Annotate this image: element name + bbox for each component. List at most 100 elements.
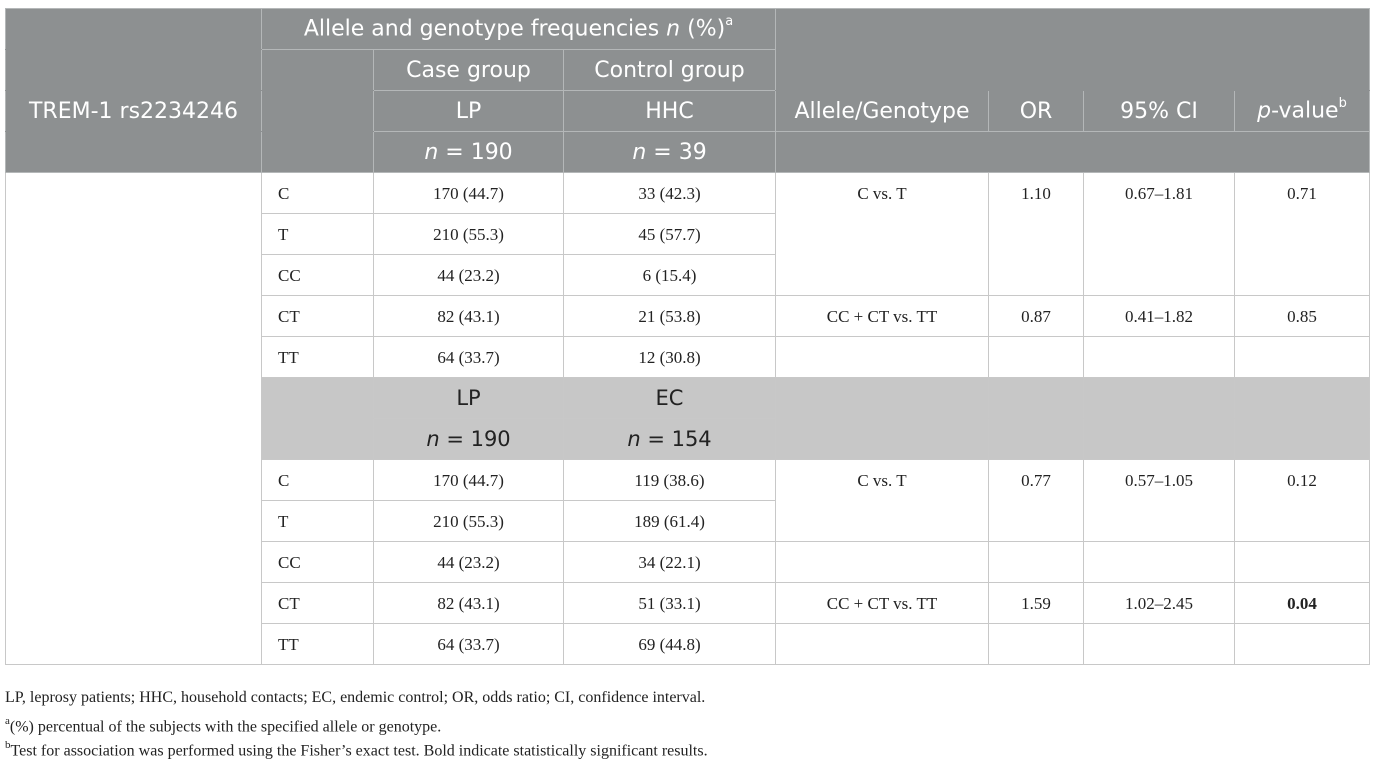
blank-cell xyxy=(1083,541,1235,583)
control-freq-cell: 33 (42.3) xyxy=(563,172,776,214)
control-freq-cell: 119 (38.6) xyxy=(563,459,776,501)
table-row: CT 82 (43.1) 21 (53.8) CC + CT vs. TT 0.… xyxy=(6,295,1370,337)
case-freq-cell: 210 (55.3) xyxy=(373,213,564,255)
comparison-cell: CC + CT vs. TT xyxy=(775,295,989,337)
subheader-blank xyxy=(775,377,989,419)
header-blank-3 xyxy=(5,49,262,91)
pvalue-cell: 0.71 xyxy=(1234,172,1370,296)
blank-cell xyxy=(988,336,1084,378)
blank-cell xyxy=(1234,336,1370,378)
blank-cell xyxy=(988,541,1084,583)
case-freq-cell: 82 (43.1) xyxy=(373,295,564,337)
subheader-row: n = 190 n = 154 xyxy=(6,418,1370,460)
case-freq-cell: 170 (44.7) xyxy=(373,172,564,214)
case-freq-cell: 44 (23.2) xyxy=(373,254,564,296)
ci-cell: 0.41–1.82 xyxy=(1083,295,1235,337)
case-group-header: Case group xyxy=(373,49,564,91)
results-table: Allele and genotype frequencies n (%)a C… xyxy=(5,8,1370,665)
control-freq-cell: 189 (61.4) xyxy=(563,500,776,542)
case-freq-cell: 210 (55.3) xyxy=(373,500,564,542)
case-n-header: n = 190 xyxy=(373,131,564,173)
table-row: C 170 (44.7) 119 (38.6) C vs. T 0.77 0.5… xyxy=(6,459,1370,542)
case-name-header: LP xyxy=(373,90,564,132)
or-cell: 0.77 xyxy=(988,459,1084,542)
blank-cell xyxy=(775,623,989,665)
genotype-cell: CT xyxy=(261,295,374,337)
or-cell: 0.87 xyxy=(988,295,1084,337)
header-blank-4 xyxy=(261,49,374,91)
control-freq-cell: 6 (15.4) xyxy=(563,254,776,296)
or-cell: 1.59 xyxy=(988,582,1084,624)
ci-cell: 1.02–2.45 xyxy=(1083,582,1235,624)
subheader-blank xyxy=(1083,377,1235,419)
genotype-cell: C xyxy=(261,172,374,214)
table-row: T 210 (55.3) 189 (61.4) xyxy=(6,500,1370,542)
genotype-cell: T xyxy=(261,213,374,255)
case-freq-cell: 64 (33.7) xyxy=(373,336,564,378)
freq-title: Allele and genotype frequencies n (%)a xyxy=(261,8,776,50)
pvalue-header: p-valueb xyxy=(1234,90,1370,132)
genotype-cell: C xyxy=(261,459,374,501)
genotype-cell: CT xyxy=(261,582,374,624)
genotype-cell: T xyxy=(261,500,374,542)
subheader-blank xyxy=(261,418,374,460)
pvalue-cell-significant: 0.04 xyxy=(1234,582,1370,624)
header-blank-5 xyxy=(261,90,374,132)
genotype-cell: CC xyxy=(261,541,374,583)
subheader-blank xyxy=(775,418,989,460)
control-freq-cell: 45 (57.7) xyxy=(563,213,776,255)
comparison-cell: C vs. T xyxy=(775,172,989,296)
sub-case-name: LP xyxy=(373,377,564,419)
blank-cell xyxy=(1234,623,1370,665)
header-blank-6 xyxy=(5,131,262,173)
table-row: TT 64 (33.7) 69 (44.8) xyxy=(6,623,1370,665)
ci-cell: 0.67–1.81 xyxy=(1083,172,1235,296)
sub-control-n: n = 154 xyxy=(563,418,776,460)
table-row: C 170 (44.7) 33 (42.3) C vs. T 1.10 0.67… xyxy=(5,172,1370,665)
control-group-header: Control group xyxy=(563,49,776,91)
footnotes: LP, leprosy patients; HHC, household con… xyxy=(5,688,1365,760)
subheader-blank xyxy=(988,377,1084,419)
genotype-cell: CC xyxy=(261,254,374,296)
pvalue-cell: 0.85 xyxy=(1234,295,1370,337)
header-blank-1 xyxy=(5,8,262,50)
subheader-blank xyxy=(261,377,374,419)
snp-label: TREM-1 rs2234246 xyxy=(5,90,262,132)
comparison-cell: C vs. T xyxy=(775,459,989,542)
case-freq-cell: 82 (43.1) xyxy=(373,582,564,624)
ci-cell: 0.57–1.05 xyxy=(1083,459,1235,542)
sub-case-n: n = 190 xyxy=(373,418,564,460)
control-freq-cell: 34 (22.1) xyxy=(563,541,776,583)
blank-cell xyxy=(775,336,989,378)
footnote-abbreviations: LP, leprosy patients; HHC, household con… xyxy=(5,689,706,706)
sub-control-name: EC xyxy=(563,377,776,419)
blank-cell xyxy=(1083,623,1235,665)
genotype-cell: TT xyxy=(261,336,374,378)
header-blank-8 xyxy=(775,131,1370,173)
case-freq-cell: 170 (44.7) xyxy=(373,459,564,501)
subheader-blank xyxy=(1234,377,1370,419)
footnote-b: bTest for association was performed usin… xyxy=(5,739,708,760)
ci-header: 95% CI xyxy=(1083,90,1235,132)
pvalue-cell: 0.12 xyxy=(1234,459,1370,542)
control-freq-cell: 12 (30.8) xyxy=(563,336,776,378)
table-row: T 210 (55.3) 45 (57.7) xyxy=(6,213,1370,255)
genotype-cell: TT xyxy=(261,623,374,665)
control-name-header: HHC xyxy=(563,90,776,132)
control-freq-cell: 69 (44.8) xyxy=(563,623,776,665)
subheader-blank xyxy=(1083,418,1235,460)
control-freq-cell: 21 (53.8) xyxy=(563,295,776,337)
or-cell: 1.10 xyxy=(988,172,1084,296)
header-blank-2 xyxy=(775,8,1370,91)
snp-column-blank xyxy=(5,172,262,665)
table-row: CC 44 (23.2) 6 (15.4) xyxy=(6,254,1370,296)
blank-cell xyxy=(988,623,1084,665)
or-header: OR xyxy=(988,90,1084,132)
blank-cell xyxy=(775,541,989,583)
control-freq-cell: 51 (33.1) xyxy=(563,582,776,624)
subheader-blank xyxy=(1234,418,1370,460)
subheader-blank xyxy=(988,418,1084,460)
case-freq-cell: 44 (23.2) xyxy=(373,541,564,583)
comparison-cell: CC + CT vs. TT xyxy=(775,582,989,624)
blank-cell xyxy=(1234,541,1370,583)
